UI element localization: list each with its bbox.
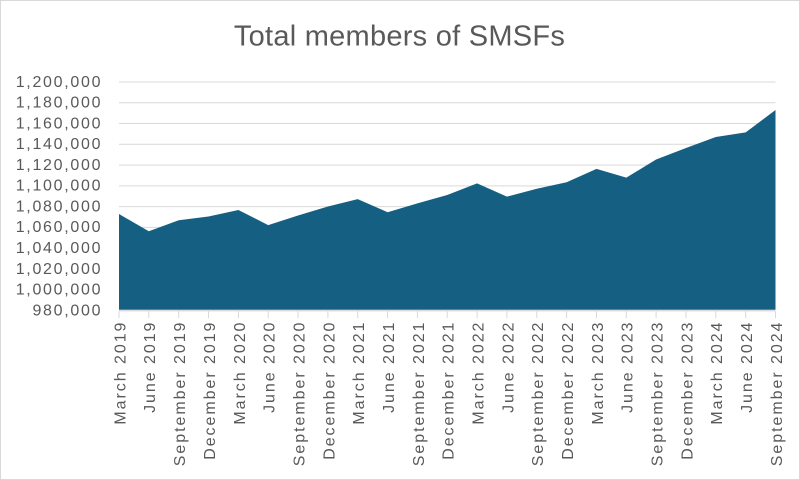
svg-text:1,020,000: 1,020,000 xyxy=(16,261,102,278)
svg-text:June 2021: June 2021 xyxy=(381,321,398,413)
svg-text:1,120,000: 1,120,000 xyxy=(16,157,102,174)
svg-text:1,080,000: 1,080,000 xyxy=(16,198,102,215)
svg-text:June 2020: June 2020 xyxy=(262,321,279,413)
svg-text:1,140,000: 1,140,000 xyxy=(16,136,102,153)
svg-text:1,180,000: 1,180,000 xyxy=(16,95,102,112)
svg-text:1,040,000: 1,040,000 xyxy=(16,240,102,257)
svg-text:December 2020: December 2020 xyxy=(321,321,338,460)
svg-text:1,000,000: 1,000,000 xyxy=(16,282,102,299)
svg-text:March 2021: March 2021 xyxy=(351,321,368,425)
svg-text:September 2019: September 2019 xyxy=(172,321,189,467)
svg-text:September 2024: September 2024 xyxy=(769,321,786,467)
svg-text:March 2020: March 2020 xyxy=(232,321,249,425)
svg-text:December 2019: December 2019 xyxy=(202,321,219,460)
svg-text:980,000: 980,000 xyxy=(32,302,102,319)
svg-text:September 2020: September 2020 xyxy=(291,321,308,467)
svg-text:September 2022: September 2022 xyxy=(530,321,547,467)
svg-text:December 2023: December 2023 xyxy=(679,321,696,460)
svg-text:June 2022: June 2022 xyxy=(500,321,517,413)
svg-text:1,060,000: 1,060,000 xyxy=(16,219,102,236)
svg-text:September 2021: September 2021 xyxy=(411,321,428,467)
svg-text:1,100,000: 1,100,000 xyxy=(16,178,102,195)
svg-text:March 2024: March 2024 xyxy=(709,321,726,425)
svg-text:December 2022: December 2022 xyxy=(560,321,577,460)
svg-text:June 2024: June 2024 xyxy=(739,321,756,413)
svg-text:March 2022: March 2022 xyxy=(471,321,488,425)
svg-text:1,200,000: 1,200,000 xyxy=(16,74,102,91)
svg-text:June 2019: June 2019 xyxy=(142,321,159,413)
svg-text:March 2023: March 2023 xyxy=(590,321,607,425)
svg-text:March 2019: March 2019 xyxy=(112,321,129,425)
svg-text:December 2021: December 2021 xyxy=(441,321,458,460)
svg-text:Total members of SMSFs: Total members of SMSFs xyxy=(234,21,565,53)
svg-text:1,160,000: 1,160,000 xyxy=(16,115,102,132)
svg-text:September 2023: September 2023 xyxy=(650,321,667,467)
svg-text:June 2023: June 2023 xyxy=(620,321,637,413)
